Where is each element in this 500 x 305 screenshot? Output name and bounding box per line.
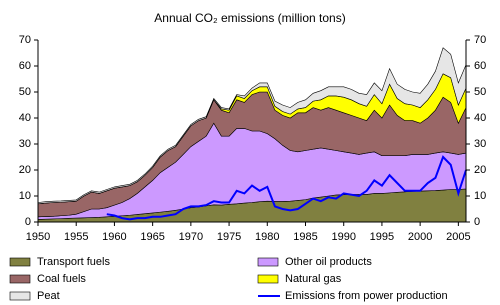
y-tick-label: 30: [19, 138, 31, 150]
y-tick-label: 0: [25, 216, 31, 228]
y2-tick-label: 0: [474, 216, 480, 228]
x-tick-label: 2000: [408, 231, 432, 243]
legend-swatch: [257, 274, 279, 284]
y2-tick-label: 40: [474, 112, 486, 124]
y2-tick-label: 30: [474, 138, 486, 150]
y-tick-label: 50: [19, 86, 31, 98]
y-tick-label: 20: [19, 164, 31, 176]
x-tick-label: 1970: [179, 231, 203, 243]
legend-label: Natural gas: [285, 273, 342, 285]
x-tick-label: 1975: [217, 231, 241, 243]
legend-label: Peat: [37, 290, 60, 302]
legend-swatch: [9, 274, 31, 284]
x-tick-label: 1950: [26, 231, 50, 243]
legend-label: Coal fuels: [37, 273, 86, 285]
legend-label: Emissions from power production: [285, 290, 448, 302]
y2-tick-label: 70: [474, 34, 486, 46]
legend-label: Transport fuels: [37, 256, 110, 268]
x-tick-label: 1960: [102, 231, 126, 243]
y2-tick-label: 10: [474, 190, 486, 202]
legend-swatch: [9, 257, 31, 267]
line: [106, 155, 467, 221]
y2-tick-label: 60: [474, 60, 486, 72]
x-tick-label: 1990: [331, 231, 355, 243]
y-tick-label: 10: [19, 190, 31, 202]
x-tick-label: 2005: [446, 231, 470, 243]
x-tick-label: 1985: [293, 231, 317, 243]
y2-tick-label: 20: [474, 164, 486, 176]
chart-title: Annual CO₂ emissions (million tons): [154, 11, 345, 25]
legend-label: Other oil products: [285, 256, 372, 268]
x-tick-label: 1995: [370, 231, 394, 243]
y-tick-label: 70: [19, 34, 31, 46]
legend-swatch: [9, 291, 31, 301]
y-tick-label: 60: [19, 60, 31, 72]
x-tick-label: 1955: [64, 231, 88, 243]
x-tick-label: 1980: [255, 231, 279, 243]
y-tick-label: 40: [19, 112, 31, 124]
x-tick-label: 1965: [140, 231, 164, 243]
y2-tick-label: 50: [474, 86, 486, 98]
legend-swatch: [257, 257, 279, 267]
